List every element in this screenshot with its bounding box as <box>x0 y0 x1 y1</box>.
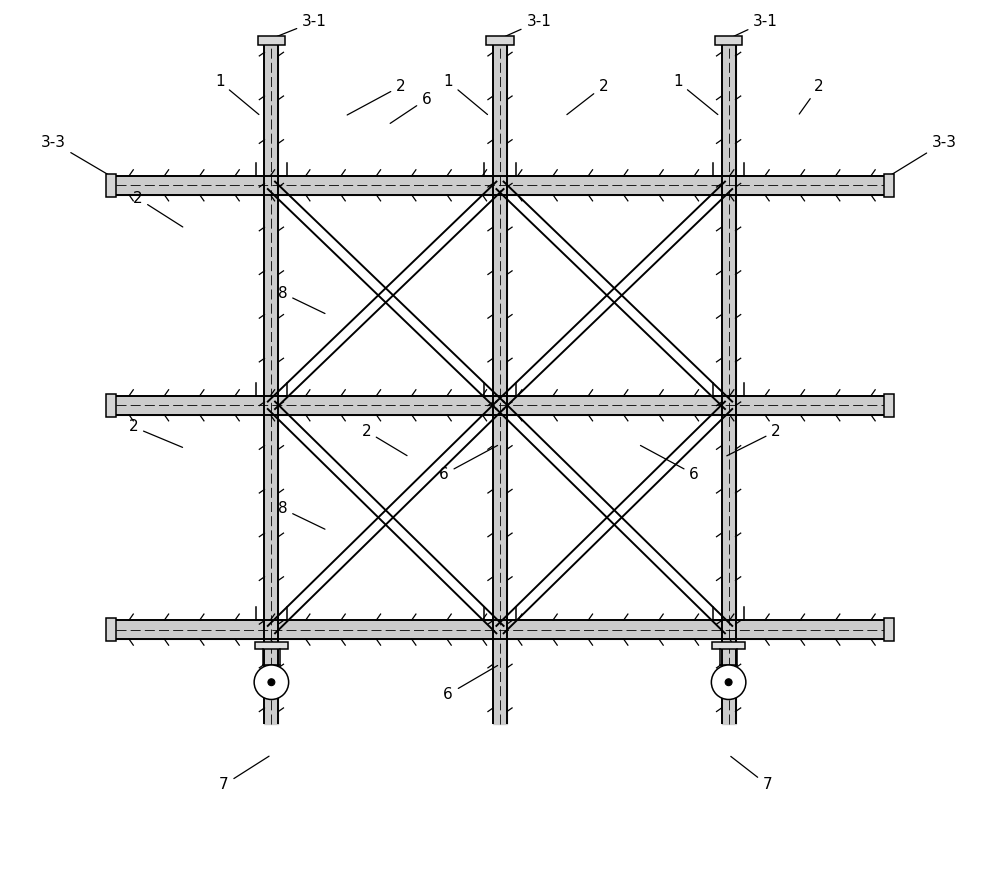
Bar <box>884 394 894 416</box>
Text: 2: 2 <box>799 78 824 114</box>
Text: 1: 1 <box>443 74 488 114</box>
Circle shape <box>268 679 275 685</box>
Bar <box>712 642 745 650</box>
Circle shape <box>254 665 289 699</box>
Text: 6: 6 <box>439 445 498 482</box>
Text: 6: 6 <box>390 91 432 124</box>
Text: 6: 6 <box>640 445 699 482</box>
Bar <box>106 174 116 197</box>
Text: 2: 2 <box>567 78 608 115</box>
Text: 2: 2 <box>133 191 183 227</box>
Bar <box>255 642 288 650</box>
Bar <box>715 36 742 44</box>
Text: 7: 7 <box>219 756 269 793</box>
Text: 2: 2 <box>361 423 407 456</box>
Bar <box>106 618 116 641</box>
Bar <box>486 36 514 44</box>
Circle shape <box>725 679 732 685</box>
Bar <box>106 394 116 416</box>
Text: 8: 8 <box>278 286 325 314</box>
Text: 3-3: 3-3 <box>886 135 957 178</box>
Text: 3-1: 3-1 <box>274 14 327 37</box>
Text: 2: 2 <box>347 78 406 115</box>
Text: 1: 1 <box>673 74 718 115</box>
Text: 3-3: 3-3 <box>41 135 114 178</box>
Bar <box>258 36 285 44</box>
Text: 2: 2 <box>129 419 183 448</box>
Text: 3-1: 3-1 <box>503 14 551 37</box>
Text: 7: 7 <box>731 756 772 793</box>
Text: 2: 2 <box>727 423 781 456</box>
Circle shape <box>711 665 746 699</box>
Text: 6: 6 <box>443 665 498 702</box>
Bar <box>884 174 894 197</box>
Text: 8: 8 <box>278 502 325 530</box>
Text: 1: 1 <box>215 74 259 114</box>
Text: 3-1: 3-1 <box>731 14 778 37</box>
Bar <box>884 618 894 641</box>
